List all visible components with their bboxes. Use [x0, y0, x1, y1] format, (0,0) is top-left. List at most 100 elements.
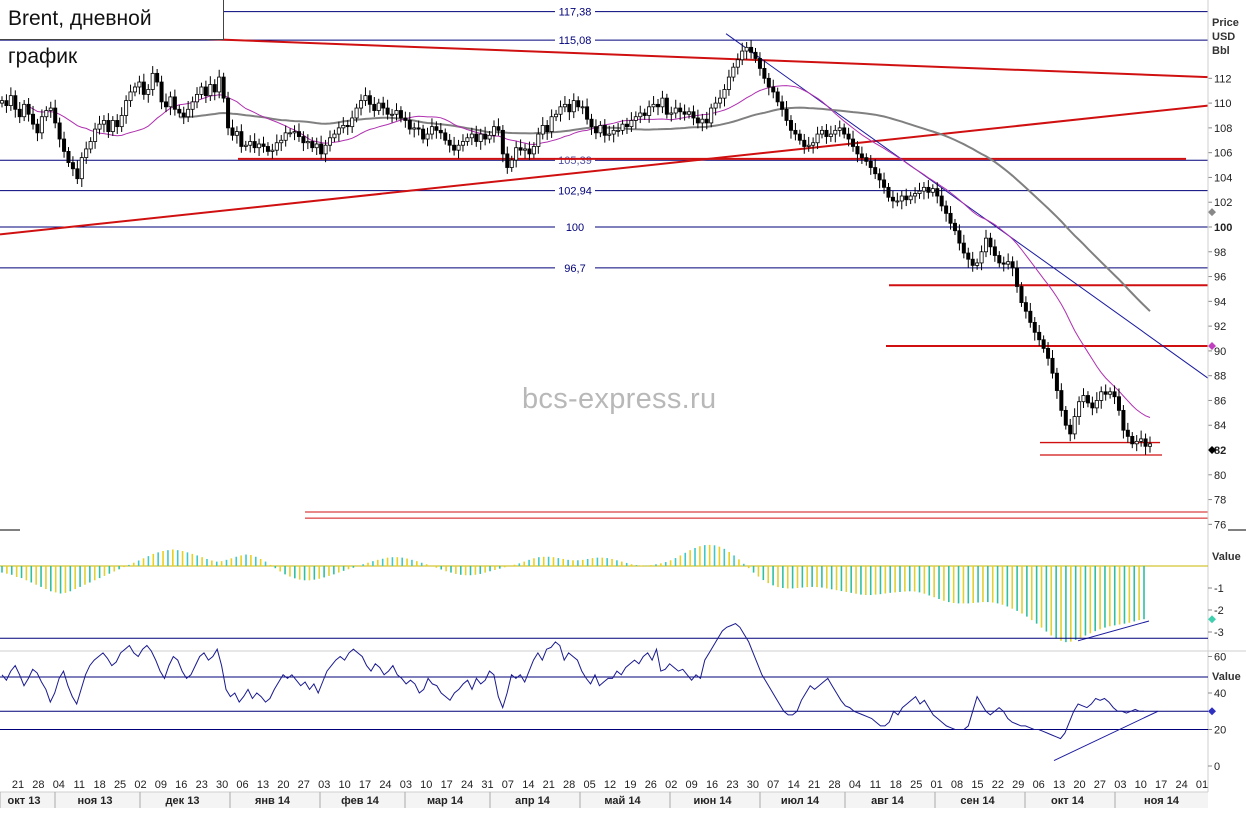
month-label-4: фев 14 — [341, 795, 380, 807]
candle-body-211 — [935, 188, 940, 197]
candle-body-16 — [70, 162, 75, 170]
candle-95 — [421, 124, 426, 144]
day-tick-53: 27 — [1094, 779, 1106, 791]
day-tick-2: 04 — [53, 779, 65, 791]
candle-body-236 — [1046, 348, 1051, 359]
day-tick-3: 11 — [74, 779, 85, 791]
price-axis-header-1: USD — [1212, 31, 1235, 43]
candle-body-152 — [673, 107, 678, 114]
day-tick-58: 01 — [1196, 779, 1208, 791]
candle-113 — [500, 125, 505, 163]
price-tick-label-100: 100 — [1214, 222, 1232, 234]
candle-217 — [961, 234, 966, 259]
candle-body-257 — [1139, 438, 1144, 442]
day-tick-26: 21 — [543, 779, 555, 791]
day-tick-11: 06 — [236, 779, 248, 791]
candle-body-111 — [491, 126, 496, 136]
price-tick-label-112: 112 — [1214, 73, 1232, 85]
day-tick-49: 29 — [1012, 779, 1024, 791]
fib-label-1: 115,08 — [559, 35, 592, 47]
candle-171 — [757, 52, 762, 76]
candle-255 — [1130, 432, 1135, 449]
candle-body-120 — [531, 146, 536, 155]
day-tick-6: 02 — [134, 779, 146, 791]
candle-body-64 — [283, 132, 288, 141]
candle-20 — [88, 137, 93, 154]
candle-5 — [22, 100, 27, 122]
marker-ma-long — [1208, 208, 1216, 217]
candle-body-80 — [354, 107, 359, 119]
candle-230 — [1019, 282, 1024, 307]
candle-36 — [159, 75, 164, 110]
candle-body-176 — [780, 101, 785, 110]
candle-89 — [394, 103, 399, 121]
candle-225 — [997, 251, 1002, 268]
candle-74 — [327, 130, 332, 152]
candle-133 — [589, 113, 594, 135]
candle-160 — [709, 103, 714, 128]
candle-79 — [350, 110, 355, 133]
candle-6 — [26, 98, 31, 122]
candle-body-150 — [664, 97, 669, 115]
day-tick-10: 30 — [216, 779, 228, 791]
candle-body-256 — [1134, 440, 1139, 445]
day-tick-35: 23 — [726, 779, 738, 791]
candle-body-134 — [593, 126, 598, 134]
candle-body-163 — [722, 89, 727, 99]
candle-173 — [766, 72, 771, 96]
candle-40 — [177, 104, 182, 118]
fib-label-bg-1 — [555, 34, 595, 47]
rsi-line — [1, 623, 1144, 740]
candle-161 — [713, 96, 718, 116]
candle-61 — [270, 143, 275, 159]
candle-80 — [354, 103, 359, 123]
candle-body-224 — [992, 246, 997, 256]
candle-209 — [926, 180, 931, 199]
candle-body-45 — [199, 86, 204, 95]
fib-label-3: 102,94 — [558, 186, 592, 198]
candle-222 — [984, 229, 989, 258]
month-label-0: окт 13 — [8, 795, 41, 807]
candle-body-36 — [159, 81, 164, 103]
candle-93 — [412, 122, 417, 138]
candle-body-208 — [921, 186, 926, 192]
candle-body-50 — [221, 76, 226, 99]
candle-body-193 — [855, 146, 860, 155]
candle-body-247 — [1094, 400, 1099, 409]
candle-119 — [527, 141, 532, 161]
candle-body-85 — [376, 102, 381, 111]
candle-245 — [1085, 391, 1090, 408]
candle-7 — [31, 105, 36, 130]
candle-body-255 — [1130, 435, 1135, 445]
candle-86 — [381, 96, 386, 116]
candle-226 — [1001, 256, 1006, 272]
candle-body-203 — [899, 195, 904, 202]
candle-28 — [124, 95, 129, 124]
candle-189 — [837, 120, 842, 137]
day-tick-48: 22 — [992, 779, 1004, 791]
candle-body-3 — [13, 95, 18, 110]
price-tick-label-76: 76 — [1214, 519, 1226, 531]
candle-body-89 — [394, 110, 399, 115]
fib-label-2: 105,39 — [558, 155, 592, 167]
candle-body-113 — [500, 129, 505, 155]
candle-18 — [79, 152, 84, 187]
candle-102 — [452, 136, 457, 156]
candle-body-149 — [660, 97, 665, 108]
candle-body-226 — [1001, 262, 1006, 265]
candle-193 — [855, 141, 860, 163]
candle-55 — [243, 140, 248, 151]
candle-body-115 — [509, 159, 514, 168]
candle-187 — [828, 125, 833, 142]
candle-138 — [611, 125, 616, 143]
candle-body-161 — [713, 102, 718, 109]
candle-body-184 — [815, 133, 820, 144]
month-label-2: дек 13 — [166, 795, 200, 807]
price-tick-label-90: 90 — [1214, 346, 1226, 358]
candle-body-41 — [181, 112, 186, 118]
candle-206 — [913, 187, 918, 204]
day-tick-43: 18 — [890, 779, 902, 791]
candle-259 — [1148, 436, 1153, 453]
candle-body-188 — [833, 129, 838, 135]
